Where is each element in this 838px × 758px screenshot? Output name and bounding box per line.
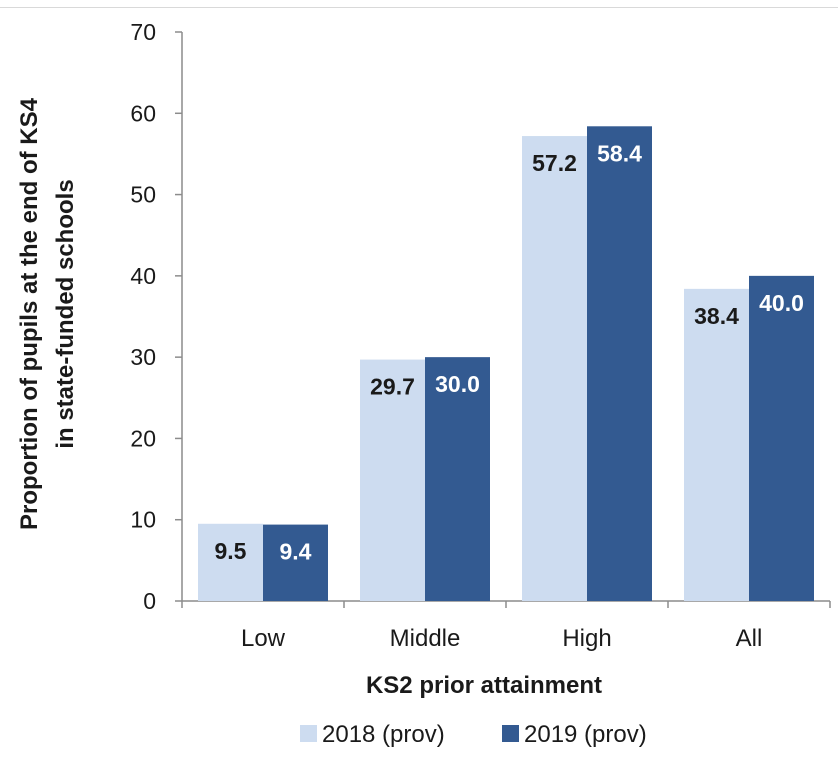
bar [684,288,749,601]
data-label: 38.4 [694,303,739,329]
data-label: 9.5 [215,538,247,564]
y-tick-label: 0 [143,588,156,614]
data-label: 40.0 [759,290,804,316]
y-tick-label: 70 [130,19,156,45]
bar [263,524,328,601]
x-axis-title: KS2 prior attainment [366,672,602,699]
y-axis: 0 10 20 30 40 50 60 70 [130,19,183,614]
legend-label: 2018 (prov) [322,721,445,748]
x-category-label: High [562,625,611,652]
data-label: 57.2 [532,150,577,176]
legend-label: 2019 (prov) [524,721,647,748]
x-axis: Low Middle High All [181,600,831,652]
bar [749,275,814,601]
bar [425,357,490,601]
bars [198,126,814,601]
y-axis-title-line-2: in state-funded schools [52,179,79,448]
legend-swatch [300,725,317,742]
data-label: 30.0 [435,371,480,397]
top-divider [0,7,838,8]
x-category-label: All [736,625,763,652]
y-tick-label: 20 [130,425,156,451]
y-tick-label: 30 [130,344,156,370]
bar [198,523,263,601]
bar [587,126,652,601]
data-label: 9.4 [280,539,312,565]
y-tick-label: 60 [130,100,156,126]
legend-swatch [502,725,519,742]
y-tick-label: 50 [130,182,156,208]
bar [360,359,425,601]
data-label: 58.4 [597,140,642,166]
legend: 2018 (prov) 2019 (prov) [300,721,647,748]
data-labels: 9.5 29.7 57.2 38.4 9.4 30.0 58.4 40.0 [215,140,804,564]
x-category-label: Low [241,625,286,652]
bar [522,136,587,601]
y-tick-label: 10 [130,507,156,533]
data-label: 29.7 [370,374,415,400]
y-tick-label: 40 [130,263,156,289]
x-category-label: Middle [390,625,461,652]
y-axis-title-line-1: Proportion of pupils at the end of KS4 [16,97,43,530]
